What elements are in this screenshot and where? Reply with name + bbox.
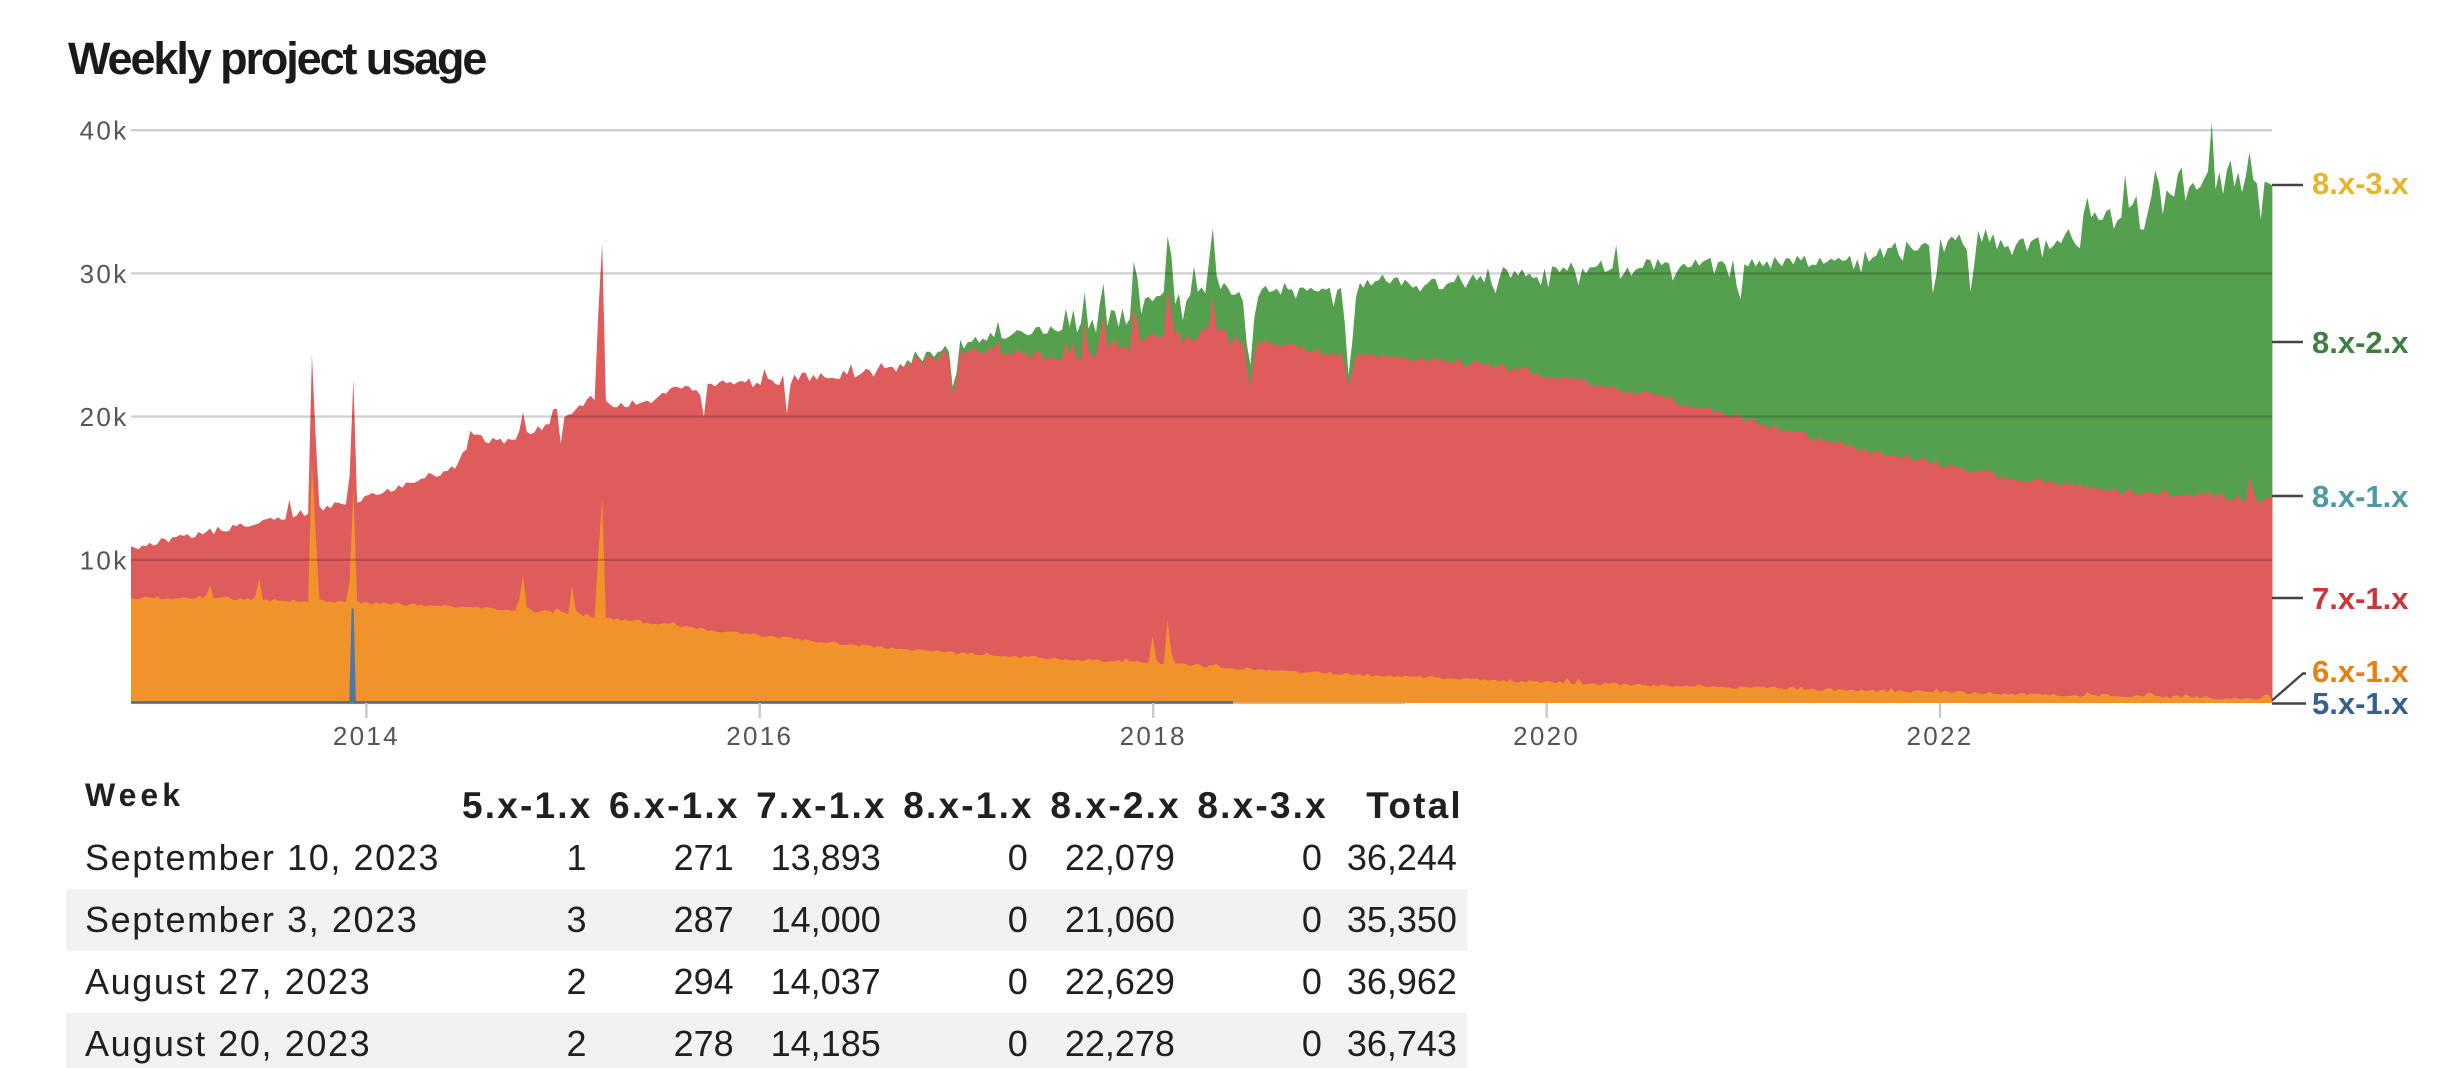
svg-text:5.x-1.x: 5.x-1.x xyxy=(2312,686,2409,721)
svg-text:30k: 30k xyxy=(80,259,129,289)
svg-text:2020: 2020 xyxy=(1513,721,1580,751)
svg-text:2016: 2016 xyxy=(726,721,793,751)
svg-text:2014: 2014 xyxy=(333,721,400,751)
svg-text:8.x-2.x: 8.x-2.x xyxy=(2312,325,2409,360)
svg-text:2022: 2022 xyxy=(1906,721,1973,751)
svg-text:6.x-1.x: 6.x-1.x xyxy=(2312,654,2409,689)
svg-text:40k: 40k xyxy=(80,116,129,146)
svg-text:20k: 20k xyxy=(80,402,129,432)
svg-text:8.x-3.x: 8.x-3.x xyxy=(2312,166,2409,201)
svg-text:10k: 10k xyxy=(80,545,129,575)
svg-text:2018: 2018 xyxy=(1120,721,1187,751)
svg-text:7.x-1.x: 7.x-1.x xyxy=(2312,581,2409,616)
svg-text:8.x-1.x: 8.x-1.x xyxy=(2312,479,2409,514)
